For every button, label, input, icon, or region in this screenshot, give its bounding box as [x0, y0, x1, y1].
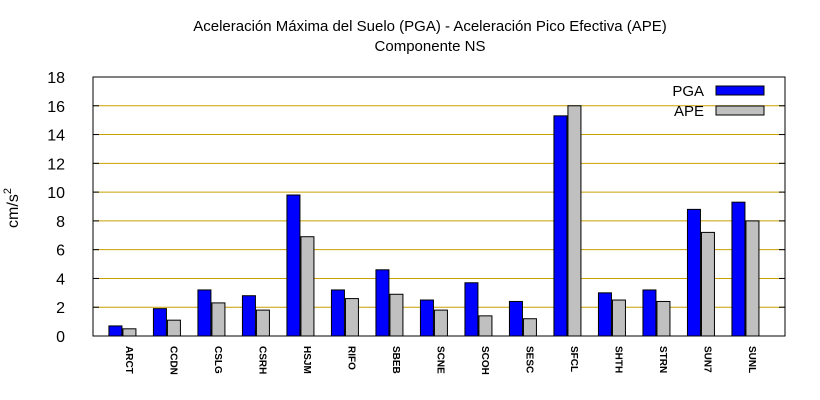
- x-tick-label: SUNL: [746, 346, 757, 373]
- y-axis-ticks: 0 2 4 6 8 10 12 14 16 18: [47, 70, 785, 346]
- x-tick-label: ARCT: [123, 346, 134, 374]
- x-tick-label: SHTH: [612, 346, 623, 373]
- y-axis-label-exponent: 2: [2, 188, 14, 194]
- x-tick-label: SUN7: [701, 346, 712, 373]
- x-tick-label: CSRH: [256, 346, 267, 374]
- bar-ape-strn: [656, 300, 671, 337]
- bar-pga-arct: [108, 325, 123, 337]
- bar-pga-sun7: [686, 208, 701, 337]
- bar-ape-sun7: [700, 231, 715, 337]
- x-tick-label: RIFO: [345, 346, 356, 370]
- bar-pga-strn: [642, 289, 657, 337]
- bar-ape-hsjm: [300, 236, 315, 337]
- chart-subtitle: Componente NS: [375, 38, 486, 55]
- bar-ape-arct: [122, 328, 137, 337]
- bar-ape-ccdn: [166, 319, 181, 337]
- y-tick-label: 2: [56, 300, 65, 317]
- y-tick-label: 6: [56, 243, 65, 260]
- y-tick-label: 0: [56, 329, 65, 346]
- bar-ape-scoh: [478, 315, 493, 337]
- y-tick-label: 10: [47, 185, 65, 202]
- bar-pga-sunl: [731, 201, 746, 337]
- bar-ape-scne: [433, 309, 448, 337]
- bar-ape-rifo: [344, 298, 359, 337]
- y-tick-label: 16: [47, 99, 65, 116]
- x-axis-labels: ARCT CCDN CSLG CSRH HSJM RIFO SBEB SCNE SCOH SESC…: [121, 330, 757, 375]
- x-tick-label: CCDN: [167, 346, 178, 375]
- bar-pga-cslg: [197, 289, 212, 337]
- y-axis-label-text: cm/s: [5, 194, 22, 228]
- bar-pga-sfcl: [553, 115, 568, 337]
- bar-pga-hsjm: [286, 194, 301, 337]
- bar-pga-sbeb: [375, 269, 390, 337]
- y-axis-label: cm/s2: [2, 188, 22, 228]
- chart-title: Aceleración Máxima del Suelo (PGA) - Ace…: [193, 18, 667, 35]
- legend: PGA APE: [672, 83, 765, 120]
- x-tick-label: SBEB: [390, 346, 401, 374]
- legend-label: APE: [674, 103, 704, 120]
- bar-ape-sesc: [522, 318, 537, 337]
- plot-frame: [92, 76, 786, 337]
- bar-pga-shth: [597, 292, 612, 337]
- x-tick-label: CSLG: [212, 346, 223, 374]
- y-tick-label: 4: [56, 271, 65, 288]
- legend-swatch: [715, 105, 765, 116]
- y-tick-label: 12: [47, 156, 65, 173]
- bar-ape-shth: [611, 299, 626, 337]
- bar-pga-csrh: [241, 295, 256, 337]
- bar-pga-rifo: [330, 289, 345, 337]
- bar-ape-csrh: [255, 309, 270, 337]
- bar-ape-sfcl: [567, 105, 582, 337]
- x-tick-label: HSJM: [301, 346, 312, 374]
- bar-ape-cslg: [211, 302, 226, 337]
- x-tick-label: SCNE: [434, 346, 445, 374]
- x-tick-label: STRN: [657, 346, 668, 373]
- bar-pga-sesc: [508, 300, 523, 337]
- svg-text:cm/s2: cm/s2: [2, 188, 22, 228]
- bar-ape-sbeb: [389, 293, 404, 337]
- x-tick-label: SFCL: [568, 346, 579, 372]
- bar-pga-scoh: [464, 282, 479, 337]
- bar-pga-ccdn: [152, 308, 167, 337]
- bar-pga-scne: [419, 299, 434, 337]
- y-tick-label: 14: [47, 128, 65, 145]
- grid-lines: [93, 105, 785, 308]
- legend-label: PGA: [672, 83, 704, 100]
- legend-swatch: [715, 85, 765, 96]
- y-tick-label: 8: [56, 214, 65, 231]
- y-tick-label: 18: [47, 70, 65, 87]
- bar-ape-sunl: [745, 220, 760, 337]
- x-tick-label: SESC: [523, 346, 534, 373]
- x-tick-label: SCOH: [479, 346, 490, 375]
